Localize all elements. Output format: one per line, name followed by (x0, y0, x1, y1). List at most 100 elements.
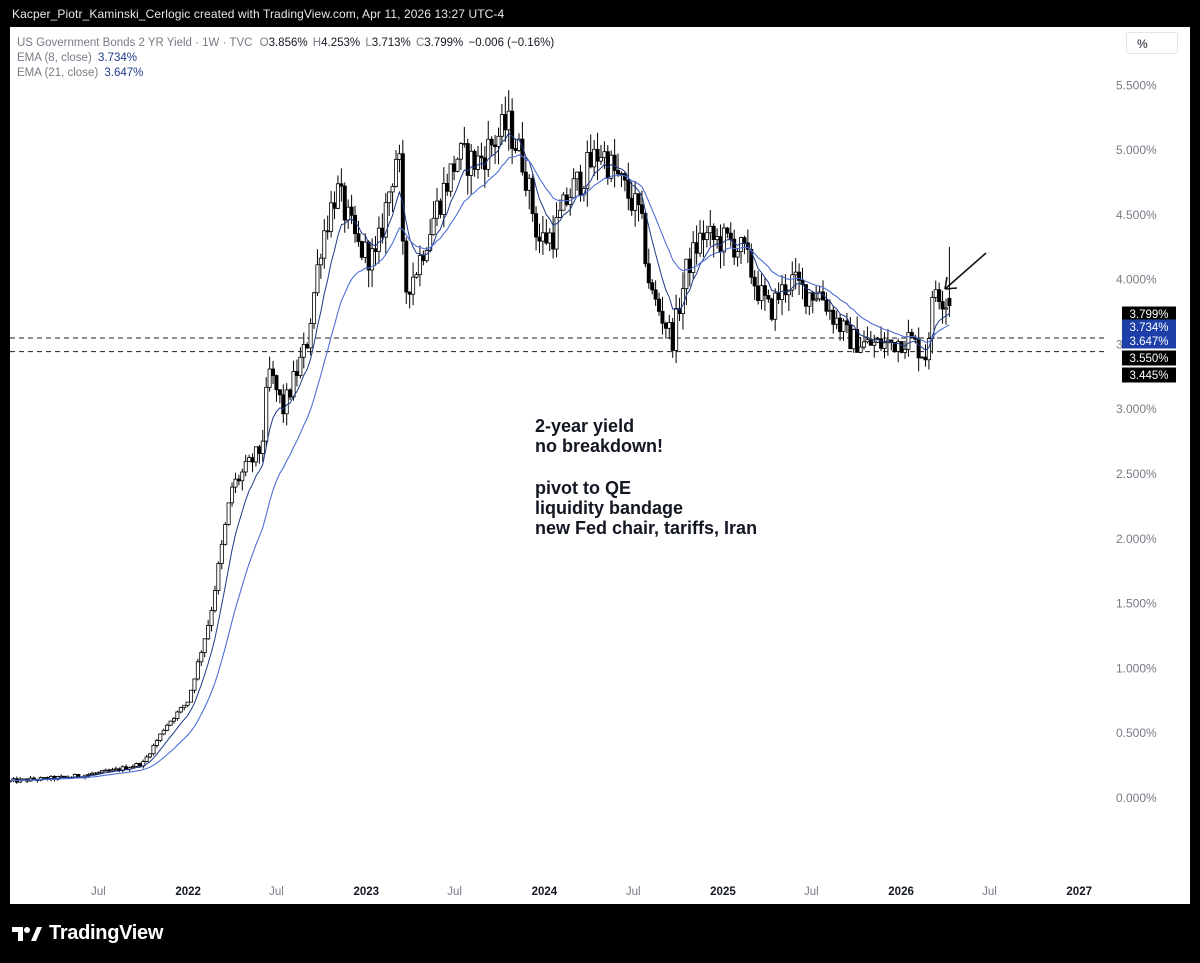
candle-body (909, 332, 914, 338)
candle-body (814, 298, 819, 301)
candle-body (322, 230, 327, 259)
candle-body (831, 309, 836, 325)
candle-body (653, 289, 658, 300)
candle-body (342, 185, 347, 221)
candle-body (178, 707, 183, 713)
candle-body (469, 150, 474, 176)
candle-body (448, 163, 453, 192)
candle-body (421, 254, 426, 262)
candle-body (544, 232, 549, 244)
candle-body (486, 138, 491, 170)
candle-body (414, 274, 419, 278)
candle-body (315, 264, 320, 294)
candle-body (383, 202, 388, 238)
price-label-text: 3.799% (1129, 309, 1168, 321)
candle-body (100, 770, 105, 773)
candle-body (165, 724, 170, 731)
candle-body (872, 341, 877, 346)
candle-body (639, 204, 644, 214)
candle-body (294, 371, 299, 376)
y-tick-label: 0.000% (1116, 791, 1157, 805)
candle-body (776, 292, 781, 300)
price-label-text: 3.734% (1129, 322, 1168, 334)
unit-button[interactable]: % (1126, 32, 1178, 54)
annotation-line-3: pivot to QE (535, 478, 631, 498)
candle-body (749, 248, 754, 278)
candle-body (510, 110, 515, 149)
candle-body (356, 233, 361, 242)
candle-body (199, 652, 204, 663)
price-label-box (1122, 367, 1176, 383)
candle-body (441, 182, 446, 215)
candle-body (756, 285, 761, 302)
candle-body (759, 285, 764, 302)
candle-body (916, 338, 921, 359)
x-tick-label: 2024 (532, 886, 558, 898)
candle-body (206, 625, 211, 640)
ema21-line (10, 154, 950, 782)
candle-body (650, 282, 655, 291)
candle-body (185, 701, 190, 706)
candle-body (513, 148, 518, 151)
candle-body (797, 271, 802, 281)
chart-panel[interactable]: 0.000% 0.500% 1.000% 1.500% 2.000% 2.500% 3.00… (10, 27, 1190, 904)
candle-body (838, 317, 843, 333)
candle-body (281, 394, 286, 415)
candle-body (325, 230, 330, 233)
y-tick-label: 1.000% (1116, 661, 1157, 675)
x-tick-label: Jul (626, 886, 641, 898)
candle-body (42, 777, 47, 779)
candle-body (879, 338, 884, 349)
annotation-line-4: liquidity bandage (535, 498, 684, 518)
price-label-text: 3.550% (1129, 353, 1168, 365)
candle-body (158, 733, 163, 741)
candle-body (346, 206, 351, 221)
candle-body (407, 291, 412, 295)
candle-body (462, 143, 467, 145)
candle-body (793, 271, 798, 276)
change-value: −0.006 (−0.16%) (468, 37, 555, 49)
candle-body (318, 257, 323, 266)
ema8-label: EMA (8, close) (17, 52, 92, 64)
candle-body (602, 151, 607, 158)
candle-body (595, 148, 600, 162)
candle-body (858, 346, 863, 353)
candle-body (277, 389, 282, 396)
y-tick-label: 2.000% (1116, 532, 1157, 546)
open-value: 3.856% (268, 37, 308, 49)
candle-body (233, 478, 238, 488)
candle-body (103, 769, 108, 772)
candle-body (479, 155, 484, 159)
candle-body (762, 285, 767, 296)
candle-body (59, 775, 64, 778)
price-label-box (1122, 350, 1176, 366)
candle-body (301, 344, 306, 358)
candle-body (721, 227, 726, 253)
x-tick-label: Jul (269, 886, 284, 898)
candle-body (523, 171, 528, 191)
candle-body (387, 191, 392, 204)
candle-body (609, 154, 614, 179)
candle-body (274, 375, 279, 391)
candle-body (192, 678, 197, 691)
candle-body (742, 237, 747, 244)
close-value: 3.799% (424, 37, 464, 49)
candle-body (575, 171, 580, 180)
candle-body (735, 251, 740, 258)
candle-body (96, 771, 101, 774)
candle-body (397, 153, 402, 160)
candle-body (400, 153, 405, 242)
candle-body (130, 766, 135, 769)
candle-body (503, 114, 508, 131)
candle-body (489, 138, 494, 146)
candle-body (616, 170, 621, 175)
candle-body (93, 772, 98, 775)
candle-body (438, 200, 443, 215)
price-chart[interactable]: 0.000% 0.500% 1.000% 1.500% 2.000% 2.500% 3.00… (10, 27, 1190, 904)
footer-brand: TradingView (12, 922, 163, 945)
candle-body (339, 183, 344, 187)
candle-body (168, 720, 173, 726)
candle-body (947, 297, 952, 307)
candle-body (110, 769, 115, 772)
candle-body (154, 740, 159, 746)
